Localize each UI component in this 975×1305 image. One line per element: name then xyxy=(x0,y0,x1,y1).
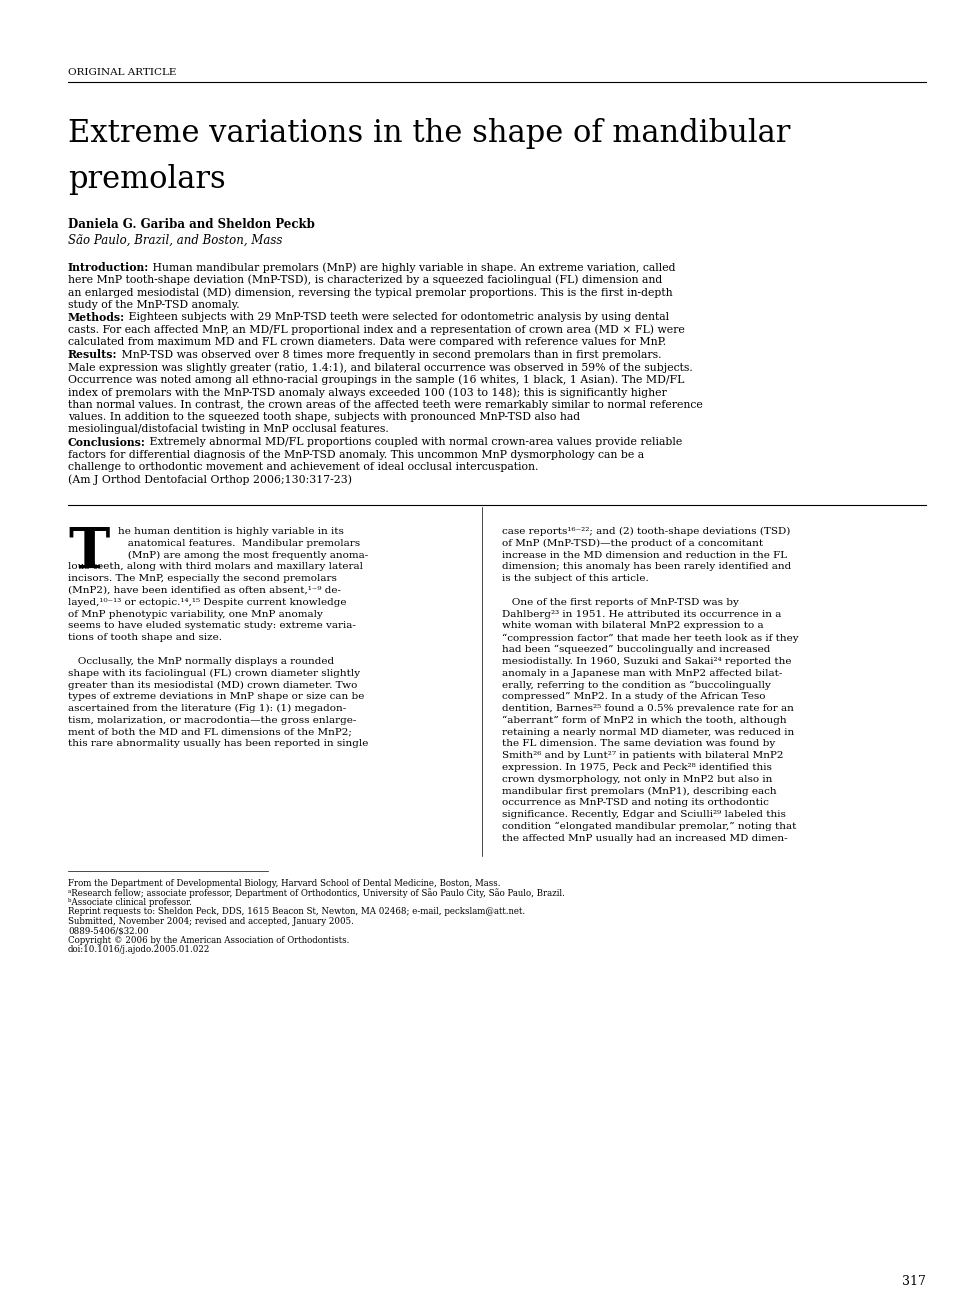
Text: MnP-TSD was observed over 8 times more frequently in second premolars than in fi: MnP-TSD was observed over 8 times more f… xyxy=(118,350,661,359)
Text: erally, referring to the condition as “buccolingually: erally, referring to the condition as “b… xyxy=(502,680,771,690)
Text: retaining a nearly normal MD diameter, was reduced in: retaining a nearly normal MD diameter, w… xyxy=(502,728,795,736)
Text: anatomical features.  Mandibular premolars: anatomical features. Mandibular premolar… xyxy=(118,539,360,548)
Text: Copyright © 2006 by the American Association of Orthodontists.: Copyright © 2006 by the American Associa… xyxy=(68,936,349,945)
Text: ᵃResearch fellow; associate professor, Department of Orthodontics, University of: ᵃResearch fellow; associate professor, D… xyxy=(68,889,565,898)
Text: mandibular first premolars (MnP1), describing each: mandibular first premolars (MnP1), descr… xyxy=(502,787,777,796)
Text: calculated from maximum MD and FL crown diameters. Data were compared with refer: calculated from maximum MD and FL crown … xyxy=(68,337,666,347)
Text: an enlarged mesiodistal (MD) dimension, reversing the typical premolar proportio: an enlarged mesiodistal (MD) dimension, … xyxy=(68,287,673,298)
Text: (Am J Orthod Dentofacial Orthop 2006;130:317-23): (Am J Orthod Dentofacial Orthop 2006;130… xyxy=(68,475,352,485)
Text: Introduction:: Introduction: xyxy=(68,262,149,273)
Text: occurrence as MnP-TSD and noting its orthodontic: occurrence as MnP-TSD and noting its ort… xyxy=(502,799,769,808)
Text: Extremely abnormal MD/FL proportions coupled with normal crown-area values provi: Extremely abnormal MD/FL proportions cou… xyxy=(146,437,682,448)
Text: than normal values. In contrast, the crown areas of the affected teeth were rema: than normal values. In contrast, the cro… xyxy=(68,399,703,410)
Text: From the Department of Developmental Biology, Harvard School of Dental Medicine,: From the Department of Developmental Bio… xyxy=(68,878,500,887)
Text: index of premolars with the MnP-TSD anomaly always exceeded 100 (103 to 148); th: index of premolars with the MnP-TSD anom… xyxy=(68,388,667,398)
Text: ORIGINAL ARTICLE: ORIGINAL ARTICLE xyxy=(68,68,176,77)
Text: seems to have eluded systematic study: extreme varia-: seems to have eluded systematic study: e… xyxy=(68,621,356,630)
Text: premolars: premolars xyxy=(68,164,226,194)
Text: factors for differential diagnosis of the MnP-TSD anomaly. This uncommon MnP dys: factors for differential diagnosis of th… xyxy=(68,449,644,459)
Text: greater than its mesiodistal (MD) crown diameter. Two: greater than its mesiodistal (MD) crown … xyxy=(68,680,358,689)
Text: São Paulo, Brazil, and Boston, Mass: São Paulo, Brazil, and Boston, Mass xyxy=(68,234,283,247)
Text: layed,¹⁰⁻¹³ or ectopic.¹⁴,¹⁵ Despite current knowledge: layed,¹⁰⁻¹³ or ectopic.¹⁴,¹⁵ Despite cur… xyxy=(68,598,346,607)
Text: ment of both the MD and FL dimensions of the MnP2;: ment of both the MD and FL dimensions of… xyxy=(68,728,352,736)
Text: Daniela G. Gariba and Sheldon Peckb: Daniela G. Gariba and Sheldon Peckb xyxy=(68,218,315,231)
Text: mesiolingual/distofacial twisting in MnP occlusal features.: mesiolingual/distofacial twisting in MnP… xyxy=(68,424,392,435)
Text: this rare abnormality usually has been reported in single: this rare abnormality usually has been r… xyxy=(68,740,369,748)
Text: Reprint requests to: Sheldon Peck, DDS, 1615 Beacon St, Newton, MA 02468; e-mail: Reprint requests to: Sheldon Peck, DDS, … xyxy=(68,907,526,916)
Text: Eighteen subjects with 29 MnP-TSD teeth were selected for odontometric analysis : Eighteen subjects with 29 MnP-TSD teeth … xyxy=(125,312,669,322)
Text: Dahlberg²³ in 1951. He attributed its occurrence in a: Dahlberg²³ in 1951. He attributed its oc… xyxy=(502,609,781,619)
Text: dimension; this anomaly has been rarely identified and: dimension; this anomaly has been rarely … xyxy=(502,562,792,572)
Text: significance. Recently, Edgar and Sciulli²⁹ labeled this: significance. Recently, Edgar and Sciull… xyxy=(502,810,786,820)
Text: crown dysmorphology, not only in MnP2 but also in: crown dysmorphology, not only in MnP2 bu… xyxy=(502,775,772,784)
Text: T: T xyxy=(68,525,109,579)
Text: challenge to orthodontic movement and achievement of ideal occlusal intercuspati: challenge to orthodontic movement and ac… xyxy=(68,462,538,472)
Text: Results:: Results: xyxy=(68,350,118,360)
Text: (MnP) are among the most frequently anoma-: (MnP) are among the most frequently anom… xyxy=(118,551,369,560)
Text: the FL dimension. The same deviation was found by: the FL dimension. The same deviation was… xyxy=(502,740,775,748)
Text: 317: 317 xyxy=(902,1275,926,1288)
Text: casts. For each affected MnP, an MD/FL proportional index and a representation o: casts. For each affected MnP, an MD/FL p… xyxy=(68,325,684,335)
Text: here MnP tooth-shape deviation (MnP-TSD), is characterized by a squeezed facioli: here MnP tooth-shape deviation (MnP-TSD)… xyxy=(68,274,662,284)
Text: incisors. The MnP, especially the second premolars: incisors. The MnP, especially the second… xyxy=(68,574,337,583)
Text: is the subject of this article.: is the subject of this article. xyxy=(502,574,648,583)
Text: Methods:: Methods: xyxy=(68,312,125,324)
Text: he human dentition is highly variable in its: he human dentition is highly variable in… xyxy=(118,527,344,536)
Text: values. In addition to the squeezed tooth shape, subjects with pronounced MnP-TS: values. In addition to the squeezed toot… xyxy=(68,412,580,422)
Text: ᵇAssociate clinical professor.: ᵇAssociate clinical professor. xyxy=(68,898,192,907)
Text: dentition, Barnes²⁵ found a 0.5% prevalence rate for an: dentition, Barnes²⁵ found a 0.5% prevale… xyxy=(502,703,794,713)
Text: tions of tooth shape and size.: tions of tooth shape and size. xyxy=(68,633,222,642)
Text: Occlusally, the MnP normally displays a rounded: Occlusally, the MnP normally displays a … xyxy=(68,656,334,666)
Text: (MnP2), have been identified as often absent,¹⁻⁹ de-: (MnP2), have been identified as often ab… xyxy=(68,586,341,595)
Text: “compression factor” that made her teeth look as if they: “compression factor” that made her teeth… xyxy=(502,633,799,642)
Text: had been “squeezed” buccolingually and increased: had been “squeezed” buccolingually and i… xyxy=(502,645,770,654)
Text: anomaly in a Japanese man with MnP2 affected bilat-: anomaly in a Japanese man with MnP2 affe… xyxy=(502,668,782,677)
Text: types of extreme deviations in MnP shape or size can be: types of extreme deviations in MnP shape… xyxy=(68,692,365,701)
Text: white woman with bilateral MnP2 expression to a: white woman with bilateral MnP2 expressi… xyxy=(502,621,763,630)
Text: study of the MnP-TSD anomaly.: study of the MnP-TSD anomaly. xyxy=(68,300,243,309)
Text: Human mandibular premolars (MnP) are highly variable in shape. An extreme variat: Human mandibular premolars (MnP) are hig… xyxy=(149,262,676,273)
Text: mesiodistally. In 1960, Suzuki and Sakai²⁴ reported the: mesiodistally. In 1960, Suzuki and Sakai… xyxy=(502,656,792,666)
Text: ascertained from the literature (Fig 1): (1) megadon-: ascertained from the literature (Fig 1):… xyxy=(68,703,346,713)
Text: “aberrant” form of MnP2 in which the tooth, although: “aberrant” form of MnP2 in which the too… xyxy=(502,716,787,726)
Text: the affected MnP usually had an increased MD dimen-: the affected MnP usually had an increase… xyxy=(502,834,788,843)
Text: Occurrence was noted among all ethno-racial groupings in the sample (16 whites, : Occurrence was noted among all ethno-rac… xyxy=(68,375,684,385)
Text: compressed” MnP2. In a study of the African Teso: compressed” MnP2. In a study of the Afri… xyxy=(502,692,765,701)
Text: increase in the MD dimension and reduction in the FL: increase in the MD dimension and reducti… xyxy=(502,551,787,560)
Text: case reports¹⁶⁻²²; and (2) tooth-shape deviations (TSD): case reports¹⁶⁻²²; and (2) tooth-shape d… xyxy=(502,527,791,536)
Text: Submitted, November 2004; revised and accepted, January 2005.: Submitted, November 2004; revised and ac… xyxy=(68,916,354,925)
Text: Conclusions:: Conclusions: xyxy=(68,437,146,448)
Text: of MnP (MnP-TSD)—the product of a concomitant: of MnP (MnP-TSD)—the product of a concom… xyxy=(502,539,763,548)
Text: of MnP phenotypic variability, one MnP anomaly: of MnP phenotypic variability, one MnP a… xyxy=(68,609,323,619)
Text: shape with its faciolingual (FL) crown diameter slightly: shape with its faciolingual (FL) crown d… xyxy=(68,668,360,677)
Text: lous teeth, along with third molars and maxillary lateral: lous teeth, along with third molars and … xyxy=(68,562,363,572)
Text: condition “elongated mandibular premolar,” noting that: condition “elongated mandibular premolar… xyxy=(502,822,797,831)
Text: Smith²⁶ and by Lunt²⁷ in patients with bilateral MnP2: Smith²⁶ and by Lunt²⁷ in patients with b… xyxy=(502,752,784,761)
Text: Male expression was slightly greater (ratio, 1.4:1), and bilateral occurrence wa: Male expression was slightly greater (ra… xyxy=(68,361,693,372)
Text: tism, molarization, or macrodontia—the gross enlarge-: tism, molarization, or macrodontia—the g… xyxy=(68,716,357,724)
Text: Extreme variations in the shape of mandibular: Extreme variations in the shape of mandi… xyxy=(68,117,791,149)
Text: expression. In 1975, Peck and Peck²⁸ identified this: expression. In 1975, Peck and Peck²⁸ ide… xyxy=(502,763,772,773)
Text: doi:10.1016/j.ajodo.2005.01.022: doi:10.1016/j.ajodo.2005.01.022 xyxy=(68,945,211,954)
Text: 0889-5406/$32.00: 0889-5406/$32.00 xyxy=(68,927,148,936)
Text: One of the first reports of MnP-TSD was by: One of the first reports of MnP-TSD was … xyxy=(502,598,739,607)
